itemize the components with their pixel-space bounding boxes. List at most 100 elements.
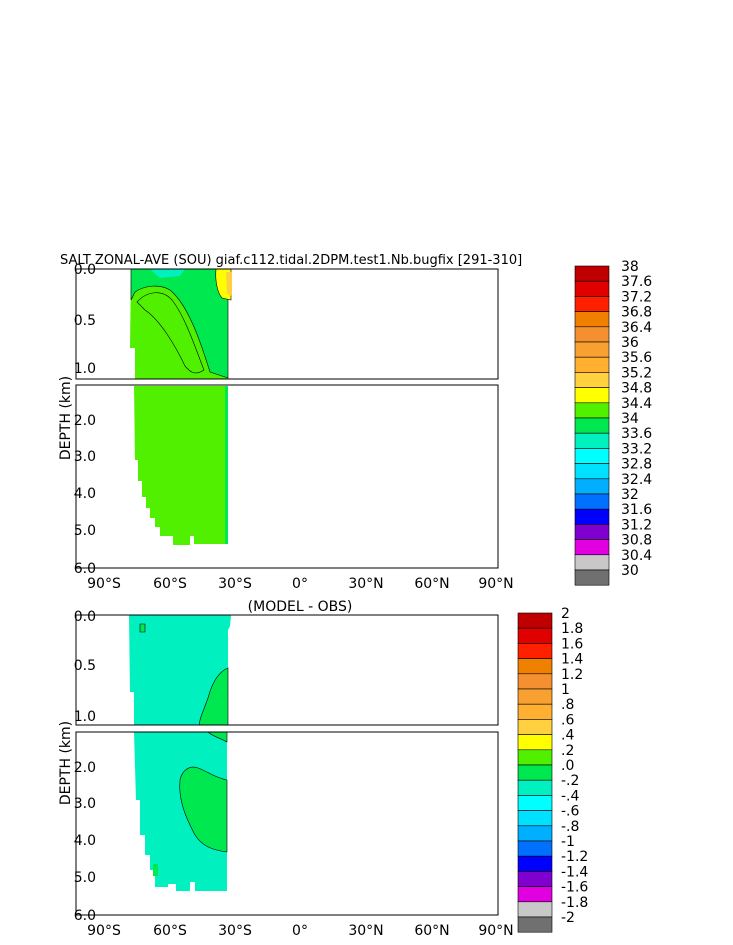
colorbar-swatch [574, 326, 610, 343]
y-tick-label: 3.0 [74, 449, 96, 465]
colorbar-label: -.4 [561, 788, 580, 804]
x-tick-label: 30°N [348, 576, 383, 592]
colorbar-label: 1.2 [561, 667, 583, 683]
x-tick-label: 0° [292, 923, 308, 939]
colorbar-swatch [574, 539, 610, 556]
colorbar-label: 1.4 [561, 652, 583, 668]
y-axis-label: DEPTH (km) [58, 721, 74, 805]
colorbar-label: 35.2 [621, 365, 652, 381]
colorbar-label: 32.8 [621, 457, 652, 473]
colorbar-swatch [517, 643, 553, 659]
colorbar-swatch [574, 280, 610, 297]
y-tick-label: 4.0 [74, 833, 96, 849]
lower-plot-frame [75, 731, 499, 916]
x-tick-label: 30°S [218, 923, 252, 939]
y-tick-label: 2.0 [74, 760, 96, 776]
colorbar-swatch [517, 810, 553, 827]
colorbar-swatch [517, 612, 553, 629]
colorbar-swatch [517, 886, 553, 903]
colorbar-swatch [517, 627, 553, 644]
y-tick-label: 3.0 [74, 796, 96, 812]
colorbar-swatch [517, 719, 553, 735]
colorbar-label: 32 [621, 487, 639, 503]
y-tick-label: 0.5 [74, 658, 96, 674]
colorbar-label: 33.2 [621, 441, 652, 457]
upper-plot-frame [75, 614, 499, 726]
upper-field [129, 615, 231, 726]
field-region-33.6 [150, 269, 185, 278]
x-tick-label: 90°N [478, 576, 513, 592]
y-tick-label: 1.0 [74, 361, 96, 377]
colorbar-swatch [574, 508, 610, 525]
colorbar-label: 36.4 [621, 320, 652, 336]
colorbar-label: .2 [561, 743, 574, 759]
field-region-0.0-bottom [153, 864, 158, 876]
colorbar-salinity: 3837.637.236.836.43635.635.234.834.43433… [574, 259, 652, 586]
colorbar-label: -2 [561, 910, 575, 926]
lower-field [134, 731, 228, 891]
colorbar-label: .6 [561, 712, 574, 728]
colorbar-label: -.6 [561, 804, 580, 820]
field-region-35.2 [226, 272, 232, 296]
colorbar-swatch [574, 463, 610, 480]
colorbar-label: 1.6 [561, 636, 583, 652]
colorbar-swatch [574, 311, 610, 328]
y-tick-label: 6.0 [74, 908, 96, 924]
colorbar-swatch [517, 871, 553, 887]
field-region-0.0 [199, 667, 229, 726]
y-tick-label: 1.0 [74, 709, 96, 725]
colorbar-label: 34 [621, 411, 639, 427]
colorbar-swatch [574, 524, 610, 540]
x-tick-label: 0° [292, 576, 308, 592]
x-tick-label: 90°S [87, 923, 121, 939]
field-region-0.0-mid [179, 766, 228, 853]
colorbar-difference: 21.81.61.41.21.8.6.4.2.0-.2-.4-.6-.8-1-1… [517, 606, 588, 933]
upper-field [130, 268, 232, 379]
colorbar-swatch [517, 703, 553, 720]
colorbar-swatch [574, 417, 610, 434]
colorbar-label: 2 [561, 606, 570, 622]
colorbar-swatch [574, 478, 610, 495]
colorbar-swatch [517, 658, 553, 675]
field-region-34-edge [225, 386, 228, 544]
y-axis-label: DEPTH (km) [58, 376, 74, 460]
lower-plot-frame [75, 384, 499, 569]
colorbar-label: 36 [621, 335, 639, 351]
y-tick-label: 5.0 [74, 523, 96, 539]
chart-title: SALT ZONAL-AVE (SOU) giaf.c112.tidal.2DP… [60, 253, 522, 268]
x-tick-label: 60°N [414, 923, 449, 939]
colorbar-label: 30.4 [621, 548, 652, 564]
colorbar-label: -.2 [561, 773, 579, 789]
x-tick-label: 30°N [348, 923, 383, 939]
x-tick-label: 30°S [218, 576, 252, 592]
colorbar-swatch [517, 749, 553, 766]
x-tick-label: 60°S [153, 923, 187, 939]
colorbar-swatch [574, 265, 610, 282]
upper-plot-frame [75, 268, 499, 380]
colorbar-swatch [517, 840, 553, 857]
colorbar-label: 32.4 [621, 472, 652, 488]
colorbar-swatch [517, 916, 553, 933]
y-tick-label: 2.0 [74, 413, 96, 429]
colorbar-label: 1.8 [561, 621, 583, 637]
y-tick-label: 5.0 [74, 870, 96, 886]
colorbar-swatch [517, 673, 553, 690]
colorbar-label: 31.6 [621, 502, 652, 518]
colorbar-label: -1.2 [561, 849, 588, 865]
colorbar-label: .4 [561, 728, 574, 744]
colorbar-label: -1 [561, 834, 575, 850]
colorbar-label: 30 [621, 563, 639, 579]
field-region-34 [130, 268, 229, 379]
colorbar-label: 35.6 [621, 350, 652, 366]
field-region-0.0-spot [139, 623, 146, 633]
colorbar-label: 30.8 [621, 533, 652, 549]
x-tick-label: 60°S [153, 576, 187, 592]
x-tick-label: 90°S [87, 576, 121, 592]
colorbar-label: 37.6 [621, 274, 652, 290]
colorbar-swatch [574, 554, 610, 571]
colorbar-label: 1 [561, 682, 570, 698]
colorbar-label: .0 [561, 758, 574, 774]
lower-field [134, 386, 228, 545]
colorbar-swatch [517, 734, 553, 751]
colorbar-swatch [574, 493, 610, 510]
